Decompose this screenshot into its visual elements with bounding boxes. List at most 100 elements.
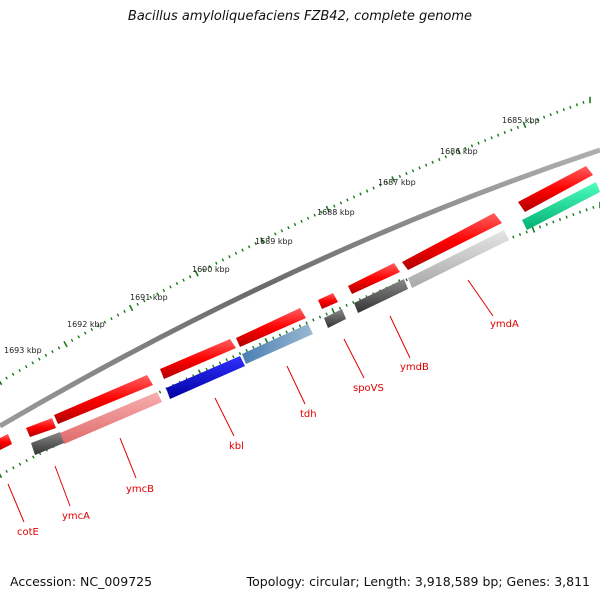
- outer-tick: [234, 251, 238, 255]
- outer-tick: [522, 121, 527, 129]
- kbp-labels: 1685 kbp 1686 kbp 1687 kbp 1688 kbp 1689…: [4, 116, 540, 355]
- feature-fwd-9[interactable]: [0, 434, 12, 450]
- outer-tick: [83, 331, 87, 335]
- inner-tick: [305, 321, 308, 325]
- outer-tick: [241, 248, 244, 252]
- outer-tick: [385, 180, 388, 184]
- outer-tick: [169, 285, 172, 289]
- map-title: Bacillus amyloliquefaciens FZB42, comple…: [127, 9, 473, 24]
- inner-tick: [312, 318, 315, 322]
- outer-tick: [11, 372, 15, 376]
- inner-tick: [518, 232, 522, 237]
- outer-tick: [490, 136, 493, 140]
- feature-rev-ymcA[interactable]: [31, 432, 64, 455]
- gene-label-tdh[interactable]: tdh: [300, 409, 317, 420]
- inner-tick: [318, 315, 322, 319]
- outer-tick: [529, 120, 533, 124]
- inner-tick: [405, 278, 408, 282]
- feature-fwd-4[interactable]: [318, 293, 338, 309]
- outer-tick: [18, 368, 22, 373]
- inner-tick: [252, 345, 255, 349]
- outer-tick: [228, 255, 231, 259]
- feature-fwd-8[interactable]: [26, 418, 56, 437]
- gene-labels: ymdA ymdB spoVS tdh kbl ymcB ymcA cotE: [17, 319, 519, 538]
- gene-label-ymdA[interactable]: ymdA: [490, 319, 519, 330]
- inner-tick: [32, 455, 35, 459]
- outer-tick: [575, 103, 579, 107]
- outer-tick: [549, 113, 552, 117]
- outer-tick: [77, 335, 81, 339]
- kbp-label-1693: 1693 kbp: [4, 346, 42, 355]
- outer-tick: [372, 186, 375, 190]
- feature-fwd-2[interactable]: [402, 213, 502, 270]
- outer-tick: [379, 183, 382, 187]
- inner-tick: [558, 217, 562, 222]
- feature-rev-spoVS[interactable]: [324, 309, 346, 328]
- outer-tick: [90, 327, 94, 332]
- inner-tick: [545, 222, 548, 227]
- feature-rev-teal[interactable]: [522, 182, 600, 230]
- outer-tick: [188, 275, 192, 279]
- feature-fwd-7[interactable]: [54, 375, 153, 424]
- outer-tick: [128, 304, 134, 312]
- outer-tick: [569, 105, 572, 109]
- outer-tick: [123, 309, 126, 314]
- outer-tick: [254, 241, 257, 246]
- outer-tick: [267, 235, 271, 239]
- inner-tick: [225, 358, 228, 362]
- outer-tick: [57, 346, 61, 350]
- gene-label-spoVS[interactable]: spoVS: [353, 383, 384, 394]
- feature-fwd-5[interactable]: [236, 308, 306, 347]
- gene-label-ymdB[interactable]: ymdB: [400, 362, 429, 373]
- outer-tick: [562, 108, 565, 112]
- outer-tick: [300, 219, 303, 223]
- feature-fwd-3[interactable]: [348, 263, 400, 294]
- gene-label-ymcA[interactable]: ymcA: [62, 511, 90, 522]
- inner-tick: [258, 342, 262, 346]
- outer-tick: [319, 210, 323, 214]
- outer-tick: [497, 133, 500, 137]
- inner-tick: [572, 213, 575, 217]
- outer-tick: [142, 299, 146, 303]
- outer-tick: [182, 278, 185, 282]
- feature-rev-kbl[interactable]: [166, 356, 245, 399]
- outer-tick: [333, 204, 336, 208]
- outer-tick: [516, 125, 520, 129]
- feature-rev-ymdB[interactable]: [354, 279, 408, 313]
- outer-tick: [97, 324, 100, 328]
- kbp-label-1688: 1688 kbp: [317, 208, 355, 217]
- gene-callout-lines: [7, 279, 494, 523]
- outer-tick: [247, 245, 251, 249]
- accession-text: Accession: NC_009725: [10, 574, 153, 589]
- inner-tick: [278, 333, 282, 337]
- feature-rev-ymdA[interactable]: [408, 230, 509, 288]
- inner-tick: [12, 466, 15, 470]
- outer-tick: [37, 357, 41, 361]
- outer-tick: [149, 295, 153, 299]
- outer-tick: [293, 222, 297, 227]
- outer-tick: [424, 163, 428, 167]
- inner-tick: [18, 462, 22, 466]
- inner-tick: [525, 230, 528, 234]
- outer-tick: [556, 110, 559, 114]
- feature-rev-ymcB[interactable]: [60, 392, 162, 444]
- outer-tick: [156, 292, 159, 296]
- kbp-label-1691: 1691 kbp: [130, 293, 168, 302]
- gene-label-cotE[interactable]: cotE: [17, 527, 39, 538]
- outer-tick: [470, 144, 474, 148]
- reverse-strand-features: [31, 182, 600, 455]
- outer-tick-ring: [0, 96, 591, 386]
- inner-tick: [585, 208, 588, 212]
- feature-fwd-1[interactable]: [518, 166, 593, 212]
- inner-tick: [565, 215, 568, 219]
- gene-label-ymcB[interactable]: ymcB: [126, 484, 154, 495]
- kbp-label-1692: 1692 kbp: [67, 320, 105, 329]
- feature-rev-tdh[interactable]: [242, 324, 313, 364]
- callout-line-ymdB: [389, 315, 411, 359]
- feature-fwd-6[interactable]: [160, 339, 236, 379]
- inner-tick: [325, 312, 328, 316]
- gene-label-kbl[interactable]: kbl: [229, 441, 244, 452]
- outer-tick: [398, 174, 402, 179]
- inner-tick: [538, 225, 542, 229]
- outer-tick: [510, 128, 513, 132]
